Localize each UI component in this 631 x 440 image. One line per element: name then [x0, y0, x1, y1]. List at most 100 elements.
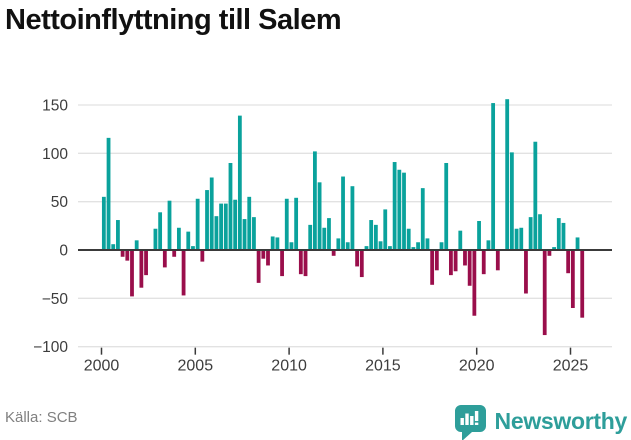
- bar-2024Q3: [561, 222, 566, 250]
- x-axis-label: 2020: [459, 358, 495, 375]
- bar-2006Q2: [219, 203, 223, 250]
- bar-2010Q3: [298, 250, 303, 275]
- bar-2009Q4: [284, 198, 289, 250]
- bar-2006Q3: [223, 203, 228, 250]
- bar-2014Q4: [378, 241, 383, 250]
- bar-2009Q3: [280, 250, 284, 277]
- bar-2015Q3: [392, 162, 397, 250]
- bar-2024Q1: [552, 247, 556, 250]
- bar-2020Q2: [481, 250, 486, 275]
- bar-2022Q1: [514, 228, 519, 250]
- bar-2024Q2: [556, 218, 561, 250]
- bar-2012Q1: [327, 218, 331, 250]
- bar-2025Q2: [575, 237, 580, 250]
- bar-2012Q4: [341, 176, 345, 250]
- bar-2016Q4: [416, 242, 420, 250]
- bar-2020Q3: [486, 240, 491, 250]
- bar-2007Q1: [233, 199, 238, 250]
- bar-2010Q1: [289, 242, 294, 250]
- bar-2008Q3: [261, 250, 266, 259]
- x-axis-label: 2010: [271, 358, 307, 375]
- bar-2012Q2: [331, 250, 336, 256]
- bar-2025Q3: [580, 250, 585, 318]
- chart-title: Nettoinflyttning till Salem: [5, 4, 342, 36]
- y-axis-label: −50: [42, 291, 69, 308]
- bar-2004Q4: [191, 246, 195, 250]
- bar-2019Q1: [458, 230, 463, 250]
- bar-2011Q4: [322, 227, 327, 250]
- bar-2024Q4: [566, 250, 571, 274]
- bar-2010Q4: [303, 250, 308, 277]
- bar-2003Q1: [158, 212, 163, 250]
- bar-2018Q3: [449, 250, 453, 276]
- bar-2022Q4: [528, 217, 533, 250]
- bar-2005Q2: [200, 250, 205, 262]
- bar-2013Q2: [350, 186, 355, 250]
- bar-2020Q1: [477, 220, 481, 250]
- bar-2001Q2: [125, 250, 130, 261]
- bar-2021Q4: [509, 152, 514, 250]
- bar-2010Q2: [294, 197, 299, 250]
- bar-2008Q1: [252, 217, 256, 250]
- bar-2015Q2: [388, 246, 392, 250]
- bar-2004Q2: [181, 250, 186, 296]
- bar-2019Q4: [472, 250, 477, 316]
- bar-2023Q2: [538, 214, 542, 250]
- bar-2023Q1: [533, 141, 538, 250]
- bar-2018Q2: [444, 162, 449, 250]
- bar-2019Q2: [463, 250, 467, 266]
- bar-2012Q3: [336, 238, 341, 250]
- brand-name: Newsworthy: [494, 407, 628, 434]
- bar-2013Q1: [345, 242, 350, 250]
- bar-2001Q4: [134, 240, 139, 250]
- bar-2006Q4: [228, 162, 233, 250]
- bar-2017Q4: [434, 250, 439, 271]
- bar-2020Q4: [491, 103, 496, 250]
- bar-2001Q1: [120, 250, 125, 257]
- bar-2002Q4: [153, 228, 158, 250]
- bar-2002Q1: [139, 250, 144, 288]
- bar-2000Q4: [116, 220, 120, 250]
- y-axis-label: −100: [33, 339, 68, 356]
- bar-2014Q1: [364, 246, 369, 250]
- x-axis-label: 2025: [553, 358, 589, 375]
- x-axis-label: 2015: [365, 358, 401, 375]
- bar-chart: 150 100 50 0 −50 −100 2000 2005 2010 2015 2020 2025: [33, 97, 612, 375]
- bar-2005Q1: [195, 198, 200, 250]
- newsworthy-speech-bubble-bar-chart-icon: [454, 404, 486, 440]
- bar-2009Q2: [275, 237, 280, 250]
- bar-2000Q2: [106, 137, 111, 250]
- bar-2018Q4: [453, 250, 458, 272]
- bar-2014Q3: [373, 224, 378, 250]
- bar-2014Q2: [369, 220, 374, 250]
- x-axis-label: 2005: [178, 358, 214, 375]
- bar-2004Q1: [176, 227, 181, 250]
- bar-2018Q1: [439, 242, 444, 250]
- bar-2019Q3: [467, 250, 472, 286]
- bar-2016Q3: [411, 247, 416, 250]
- bar-2008Q4: [266, 250, 270, 266]
- bar-2006Q1: [214, 216, 219, 250]
- bar-2015Q1: [383, 209, 388, 250]
- bar-2003Q2: [162, 250, 167, 268]
- bar-2004Q3: [186, 231, 191, 250]
- bar-2021Q3: [505, 99, 510, 251]
- bar-2022Q3: [524, 250, 528, 294]
- bar-2017Q1: [420, 188, 425, 250]
- bar-2002Q2: [144, 250, 148, 276]
- bar-2021Q1: [495, 250, 500, 271]
- bar-2013Q3: [355, 250, 360, 267]
- source-label: Källa: SCB: [5, 409, 78, 426]
- bar-2008Q2: [256, 250, 261, 283]
- bar-2016Q1: [402, 172, 406, 250]
- bar-2003Q4: [172, 250, 177, 257]
- bar-2011Q2: [313, 151, 317, 250]
- x-axis-label: 2000: [84, 358, 120, 375]
- y-axis-label: 0: [59, 243, 68, 260]
- bar-2011Q3: [317, 182, 322, 250]
- bar-2023Q3: [542, 250, 547, 336]
- bar-2001Q3: [130, 250, 134, 297]
- bar-2013Q4: [359, 250, 364, 278]
- bar-2000Q1: [101, 196, 106, 250]
